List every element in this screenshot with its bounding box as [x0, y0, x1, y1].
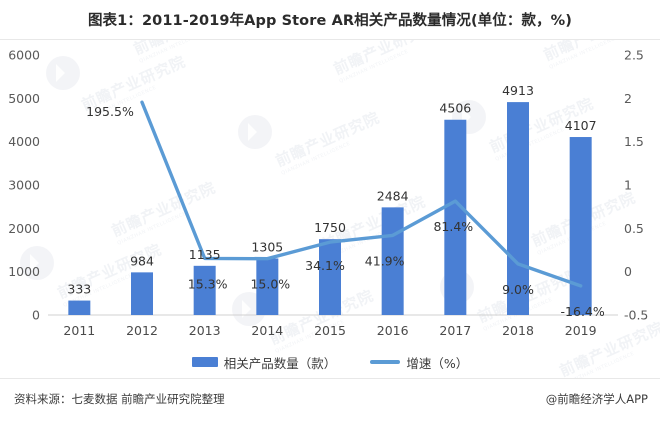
growth-value-label-2018: 9.0% [502, 282, 534, 297]
x-axis-label-2014: 2014 [251, 323, 283, 338]
growth-value-label-2013: 15.3% [188, 276, 228, 291]
growth-value-label-2017: 81.4% [433, 219, 473, 234]
y-axis-left: 0 1000 2000 3000 4000 5000 6000 [8, 48, 40, 323]
y-axis-left-tick: 1000 [8, 264, 40, 279]
y-axis-right-tick: 2.5 [624, 48, 644, 63]
x-axis-label-2017: 2017 [439, 323, 471, 338]
chart-svg: 0 1000 2000 3000 4000 5000 6000 -0.5 0 0.5 1 1.5 2 2… [8, 48, 648, 339]
bar-2015[interactable] [319, 239, 341, 315]
legend-item-bar[interactable]: 相关产品数量（款） [191, 353, 337, 372]
y-axis-left-tick: 0 [32, 308, 40, 323]
account-note: @前瞻经济学人APP [545, 392, 648, 406]
y-axis-right-tick: -0.5 [624, 308, 648, 323]
plot-area: 0 1000 2000 3000 4000 5000 6000 -0.5 0 0.5 1 1.5 2 2… [0, 40, 660, 378]
bar-value-label-2015: 1750 [314, 220, 346, 235]
x-axis-label-2013: 2013 [189, 323, 221, 338]
y-axis-left-tick: 2000 [8, 221, 40, 236]
chart-footer: 资料来源：七麦数据 前瞻产业研究院整理 @前瞻经济学人APP [0, 378, 660, 421]
x-axis-categories: 2011 2012 2013 2014 2015 2016 2017 2018 2019 [63, 323, 596, 338]
y-axis-right-tick: 1.5 [624, 134, 644, 149]
y-axis-left-tick: 4000 [8, 134, 40, 149]
bar-2019[interactable] [569, 137, 592, 315]
page-title: 图表1：2011-2019年App Store AR相关产品数量情况(单位：款，… [87, 13, 573, 29]
x-axis-label-2015: 2015 [314, 323, 346, 338]
bar-value-label-2019: 4107 [565, 118, 597, 133]
growth-value-label-2012: 195.5% [86, 104, 134, 119]
growth-value-label-2019: -16.4% [561, 304, 605, 319]
y-axis-right: -0.5 0 0.5 1 1.5 2 2.5 [624, 48, 648, 323]
chart-legend: 相关产品数量（款） 增速（%） [0, 350, 660, 374]
x-axis-label-2012: 2012 [126, 323, 158, 338]
growth-value-label-2014: 15.0% [250, 277, 290, 292]
y-axis-right-tick: 0.5 [624, 221, 644, 236]
y-axis-left-tick: 6000 [8, 48, 40, 63]
y-axis-left-tick: 5000 [8, 91, 40, 106]
bar-2014[interactable] [256, 258, 279, 315]
bar-2012[interactable] [131, 272, 153, 315]
bar-2018[interactable] [507, 102, 529, 315]
chart-title-bar: 图表1：2011-2019年App Store AR相关产品数量情况(单位：款，… [0, 0, 660, 40]
bar-value-label-2016: 2484 [377, 188, 409, 203]
legend-swatch-line-icon [370, 360, 401, 364]
growth-line[interactable] [140, 100, 583, 288]
bar-value-label-2017: 4506 [439, 101, 471, 116]
x-axis-label-2019: 2019 [565, 323, 597, 338]
legend-swatch-bar-icon [191, 357, 218, 367]
bar-value-labels: 333 984 1135 1305 1750 2484 4506 4913 4107 [67, 83, 596, 296]
x-axis-label-2011: 2011 [63, 323, 95, 338]
legend-item-line[interactable]: 增速（%） [370, 353, 468, 372]
bar-value-label-2014: 1305 [251, 239, 283, 254]
growth-value-label-2016: 41.9% [365, 253, 405, 268]
legend-label-line: 增速（%） [406, 355, 469, 371]
bar-2017[interactable] [444, 119, 467, 316]
y-axis-right-tick: 1 [624, 178, 632, 193]
x-axis-label-2018: 2018 [502, 323, 534, 338]
y-axis-left-tick: 3000 [8, 178, 40, 193]
bar-2011[interactable] [68, 300, 91, 315]
line-value-labels: 195.5% 15.3% 15.0% 34.1% 41.9% 81.4% 9.0% -16.4… [86, 104, 605, 319]
bar-2013[interactable] [193, 265, 216, 315]
bar-value-label-2012: 984 [130, 253, 154, 268]
bar-value-label-2018: 4913 [502, 83, 534, 98]
y-axis-right-tick: 2 [624, 91, 632, 106]
line-series [140, 100, 583, 288]
bar-value-label-2011: 333 [67, 282, 91, 297]
x-axis-label-2016: 2016 [377, 323, 409, 338]
source-note: 资料来源：七麦数据 前瞻产业研究院整理 [14, 392, 225, 406]
growth-value-label-2015: 34.1% [305, 258, 345, 273]
bar-value-label-2013: 1135 [189, 247, 221, 262]
y-axis-right-tick: 0 [624, 264, 632, 279]
legend-label-bar: 相关产品数量（款） [223, 355, 337, 371]
